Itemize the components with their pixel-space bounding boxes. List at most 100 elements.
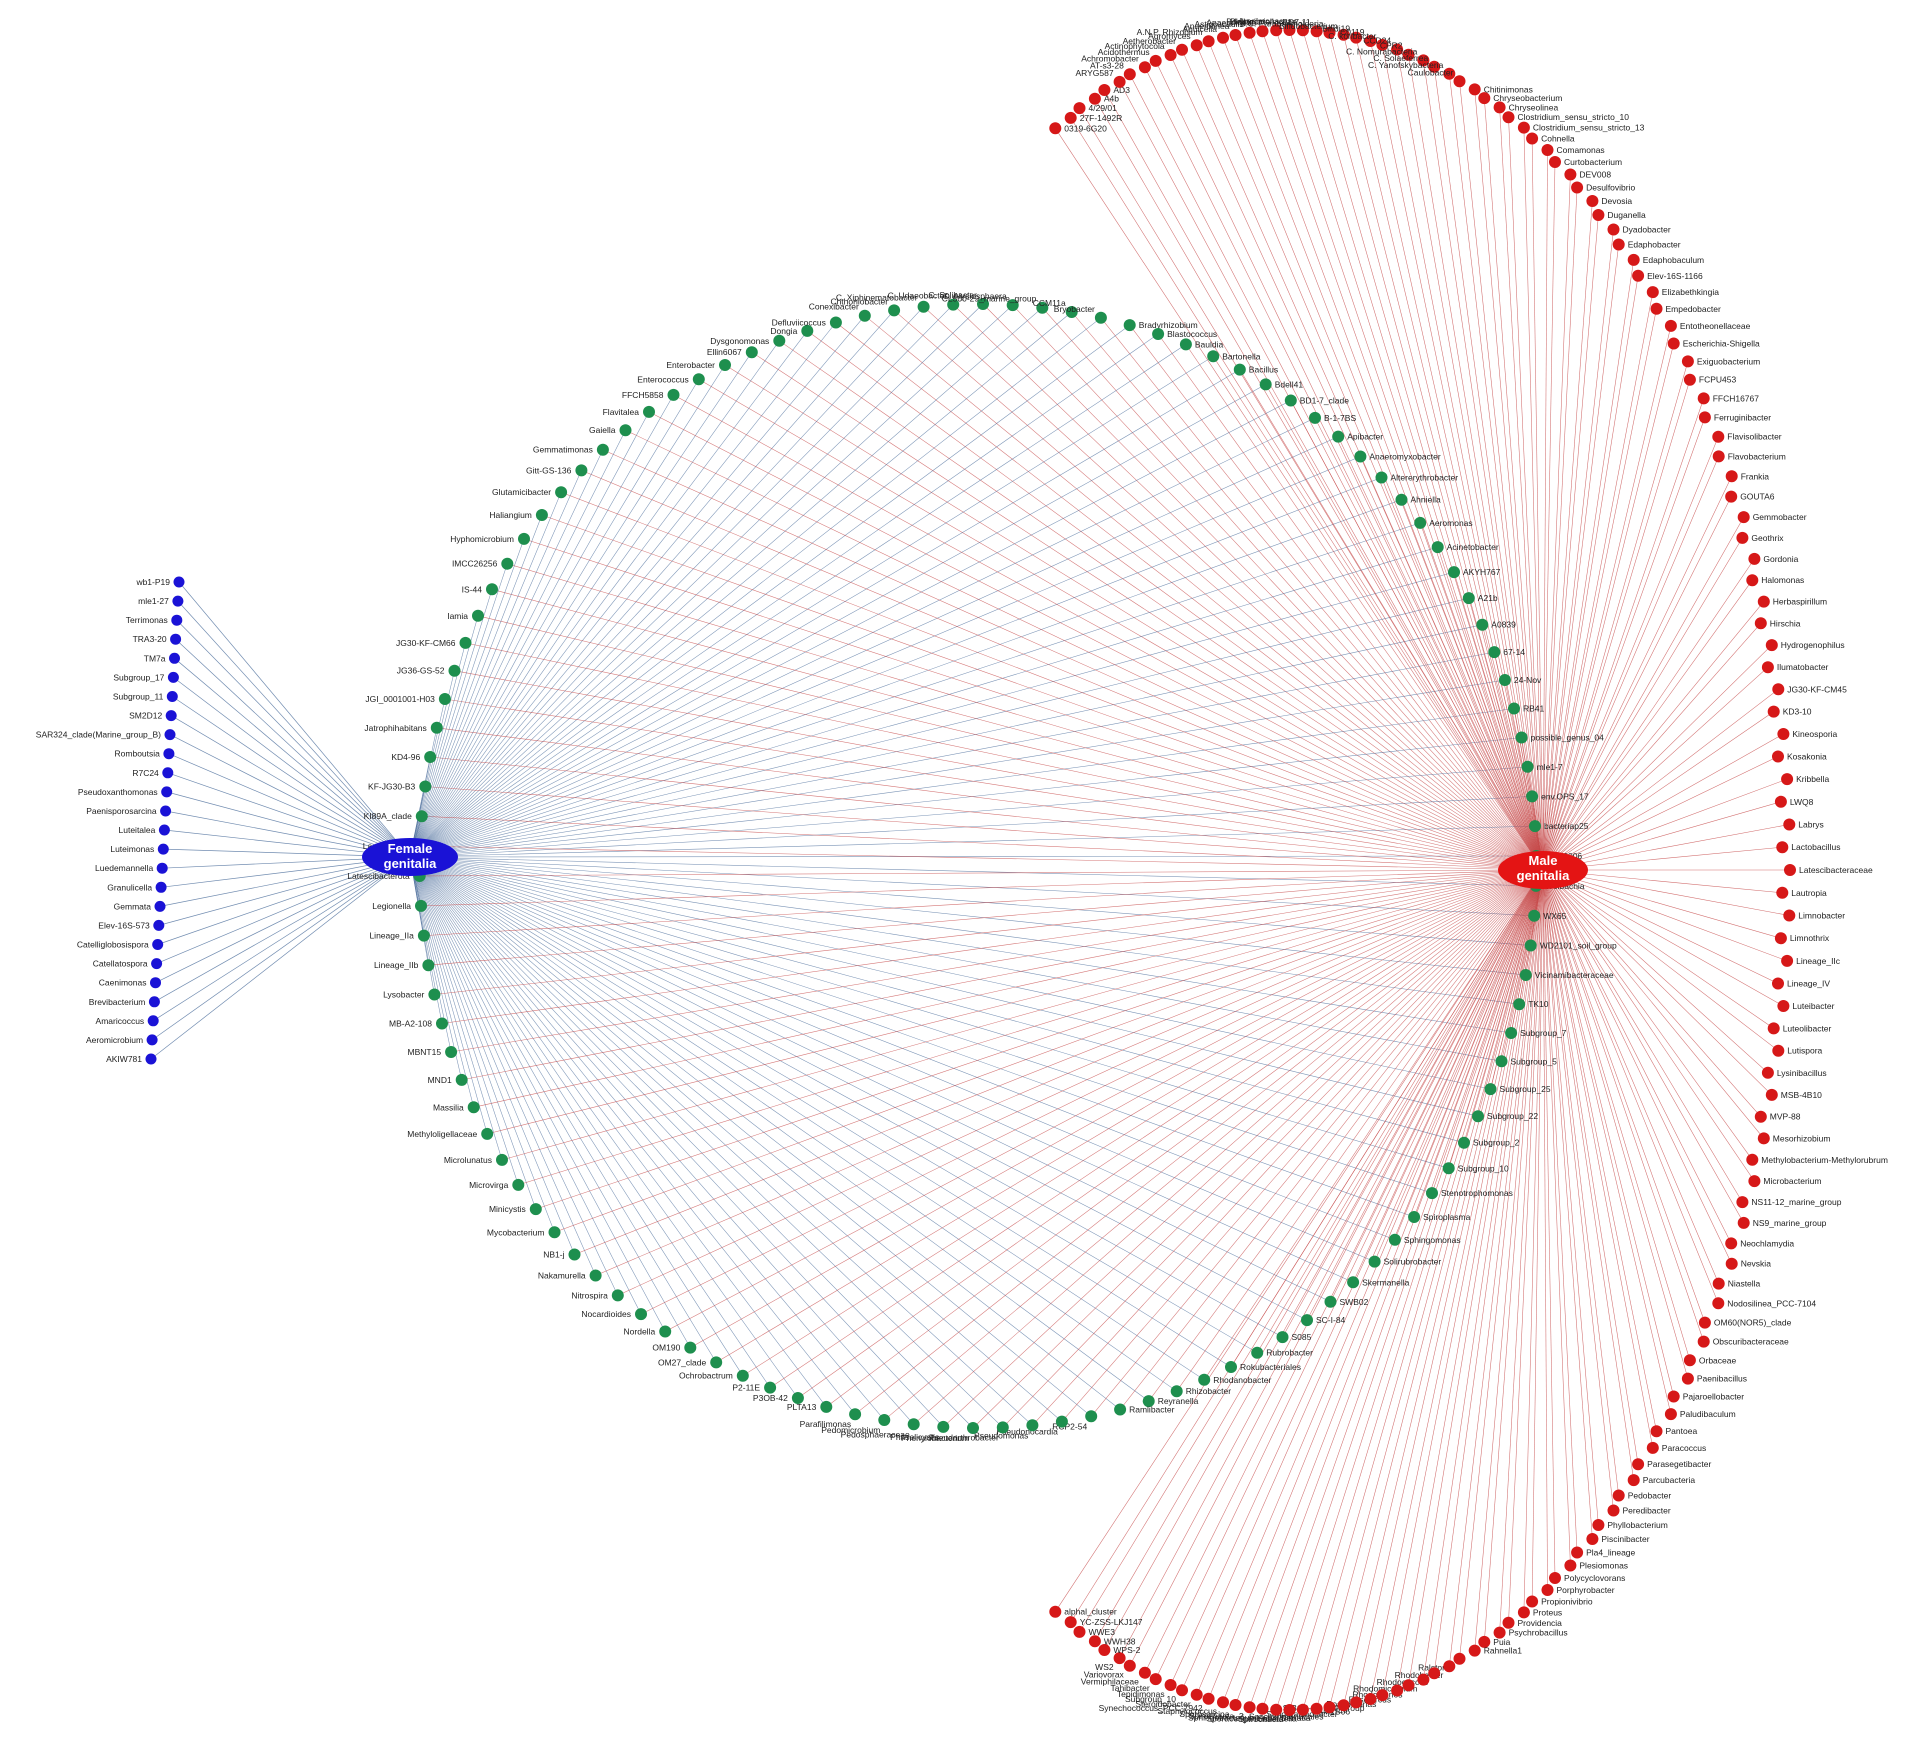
- male_only-node-dot[interactable]: [1765, 639, 1778, 652]
- male_only-node-dot[interactable]: [1190, 1688, 1203, 1701]
- female_only-node-dot[interactable]: [173, 576, 185, 588]
- male_only-node-dot[interactable]: [1453, 75, 1466, 88]
- shared-node-dot[interactable]: [1448, 566, 1460, 579]
- male_only-node-dot[interactable]: [1698, 1316, 1711, 1329]
- shared-node-dot[interactable]: [1332, 430, 1345, 443]
- male_only-node-dot[interactable]: [1564, 1559, 1577, 1572]
- male_only-node-labrys[interactable]: Labrys: [1783, 818, 1824, 831]
- male_only-node-dot[interactable]: [1607, 223, 1620, 236]
- male_only-node-escherichia-shigella[interactable]: Escherichia-Shigella: [1667, 337, 1760, 350]
- shared-node-dot[interactable]: [472, 609, 484, 622]
- male_only-node-jg30-kf-cm45[interactable]: JG30-KF-CM45: [1772, 683, 1847, 696]
- male_only-node-sporosarcina[interactable]: Sporosarcina: [1179, 1699, 1242, 1719]
- male_only-node-dot[interactable]: [1586, 195, 1599, 207]
- male_only-node-staphylococcus[interactable]: Staphylococcus: [1157, 1696, 1229, 1716]
- male_only-node-wwh38[interactable]: WWH38: [1088, 1635, 1136, 1648]
- male_only-node-chryseolinea[interactable]: Chryseolinea: [1493, 101, 1559, 114]
- male_only-node-dot[interactable]: [1541, 144, 1554, 156]
- male_only-node-dot[interactable]: [1468, 1644, 1481, 1657]
- female_only-node-dot[interactable]: [167, 671, 179, 683]
- shared-node-reyranella[interactable]: Reyranella: [1142, 1395, 1199, 1408]
- male_only-node-dot[interactable]: [1453, 1652, 1466, 1665]
- male_only-node-pla4-lineage[interactable]: Pla4_lineage: [1571, 1546, 1636, 1559]
- male_only-node-dyadobacter[interactable]: Dyadobacter: [1607, 223, 1671, 236]
- male_only-node-dot[interactable]: [1229, 29, 1242, 41]
- male_only-node-dot[interactable]: [1783, 818, 1796, 831]
- male_only-node-a-n-p-rhizobium[interactable]: A.N.P. Rhizobium: [1137, 27, 1215, 48]
- male_only-node-dot[interactable]: [1607, 1504, 1620, 1517]
- shared-node-dot[interactable]: [430, 721, 443, 734]
- shared-node-p2-11e[interactable]: P2-11E: [732, 1381, 777, 1394]
- shared-node-pseudonocardia[interactable]: Pseudonocardia: [996, 1415, 1068, 1437]
- male_only-node-bd7-11[interactable]: BD7-11: [1282, 17, 1323, 38]
- male_only-node-dot[interactable]: [1748, 552, 1761, 565]
- shared-node-dot[interactable]: [1524, 939, 1537, 952]
- male_only-node-porphyrobacter[interactable]: Porphyrobacter: [1541, 1584, 1615, 1596]
- shared-node-dot[interactable]: [996, 1421, 1009, 1434]
- male_only-node-edaphobacter[interactable]: Edaphobacter: [1612, 238, 1681, 251]
- male_only-node-hirschia[interactable]: Hirschia: [1754, 617, 1801, 630]
- shared-node-dot[interactable]: [1006, 299, 1019, 312]
- male_only-node-om60-nor5-clade[interactable]: OM60(NOR5)_clade: [1698, 1316, 1792, 1329]
- shared-node-dot[interactable]: [611, 1289, 624, 1302]
- male_only-node-dot[interactable]: [1781, 954, 1794, 967]
- shared-node-dot[interactable]: [1065, 306, 1078, 318]
- male_only-node-dot[interactable]: [1049, 1605, 1062, 1618]
- female_only-node-dot[interactable]: [162, 767, 174, 779]
- shared-node-rhizobacter[interactable]: Rhizobacter: [1170, 1385, 1232, 1398]
- shared-node-dot[interactable]: [1259, 378, 1272, 391]
- shared-node-dot[interactable]: [1233, 363, 1246, 376]
- male-hub-ellipse[interactable]: [1498, 851, 1588, 889]
- male_only-node-elev-16s-1166[interactable]: Elev-16S-1166: [1632, 269, 1703, 282]
- male_only-node-dot[interactable]: [1088, 1635, 1101, 1648]
- shared-node-dot[interactable]: [1529, 820, 1541, 833]
- female_only-node-amaricoccus[interactable]: Amaricoccus: [96, 1015, 159, 1027]
- shared-node-dot[interactable]: [1284, 394, 1297, 407]
- male_only-node-dot[interactable]: [1164, 49, 1177, 61]
- male_only-node-msb-4b10[interactable]: MSB-4B10: [1765, 1088, 1822, 1101]
- male_only-node-dot[interactable]: [1746, 574, 1759, 587]
- male_only-node-dot[interactable]: [1761, 661, 1774, 674]
- male_only-node-fcpu453[interactable]: FCPU453: [1683, 373, 1737, 386]
- shared-node-parafilimonas[interactable]: Parafilimonas: [800, 1408, 862, 1429]
- shared-node-dot[interactable]: [643, 405, 655, 418]
- male_only-node-yc-zss-lkj147[interactable]: YC-ZSS-LKJ147: [1064, 1616, 1143, 1629]
- male_only-node-dot[interactable]: [1310, 25, 1323, 38]
- shared-node-dot[interactable]: [1114, 1403, 1127, 1416]
- shared-node-lineage-iib[interactable]: Lineage_IIb: [374, 959, 435, 972]
- shared-node-dot[interactable]: [518, 532, 530, 545]
- male_only-node-sm1b06[interactable]: SM1B06: [1317, 1696, 1363, 1716]
- shared-node-dot[interactable]: [829, 316, 842, 329]
- male_only-node-dot[interactable]: [1725, 470, 1738, 483]
- shared-node-dot[interactable]: [1198, 1373, 1211, 1386]
- male_only-node-dot[interactable]: [1391, 1684, 1404, 1697]
- shared-node-subgroup-7[interactable]: Subgroup_7: [1505, 1027, 1567, 1039]
- shared-node-dot[interactable]: [667, 388, 680, 401]
- shared-node-dot[interactable]: [1388, 1233, 1401, 1246]
- male_only-node-dot[interactable]: [1270, 1703, 1283, 1716]
- shared-node-dot[interactable]: [1207, 350, 1220, 363]
- female_only-node-tm7a[interactable]: TM7a: [144, 652, 180, 664]
- male_only-node-paracoccus[interactable]: Paracoccus: [1646, 1441, 1706, 1454]
- shared-node-anaeromyxobacter[interactable]: Anaeromyxobacter: [1354, 450, 1441, 463]
- male_only-node-dot[interactable]: [1243, 1701, 1256, 1714]
- shared-node-ochrobactrum[interactable]: Ochrobactrum: [679, 1369, 749, 1382]
- shared-node-lysobacter[interactable]: Lysobacter: [383, 988, 441, 1001]
- male_only-node-dot[interactable]: [1149, 54, 1162, 67]
- male_only-node-nodosilinea-pcc-7104[interactable]: Nodosilinea_PCC-7104: [1712, 1297, 1816, 1310]
- male_only-node-dot[interactable]: [1064, 1616, 1077, 1629]
- shared-node-dot[interactable]: [1521, 760, 1534, 773]
- male_only-node-dot[interactable]: [1632, 1458, 1645, 1471]
- male_only-node-wwe3[interactable]: WWE3: [1073, 1625, 1116, 1638]
- male_only-node-dot[interactable]: [1270, 24, 1283, 37]
- shared-node-subgroup-10[interactable]: Subgroup_10: [1442, 1162, 1509, 1175]
- shared-node-dot[interactable]: [1526, 790, 1539, 803]
- male_only-node-dot[interactable]: [1765, 1088, 1778, 1101]
- shared-node-pseudomonas[interactable]: Pseudomonas: [974, 1419, 1039, 1440]
- shared-node-dot[interactable]: [1498, 674, 1511, 686]
- male_only-node-dot[interactable]: [1549, 1572, 1561, 1584]
- shared-node-kf-jg30-b3[interactable]: KF-JG30-B3: [368, 780, 432, 793]
- male_only-node-dot[interactable]: [1098, 1644, 1111, 1656]
- male_only-node-dot[interactable]: [1712, 430, 1725, 443]
- male_only-node-dot[interactable]: [1073, 1625, 1086, 1638]
